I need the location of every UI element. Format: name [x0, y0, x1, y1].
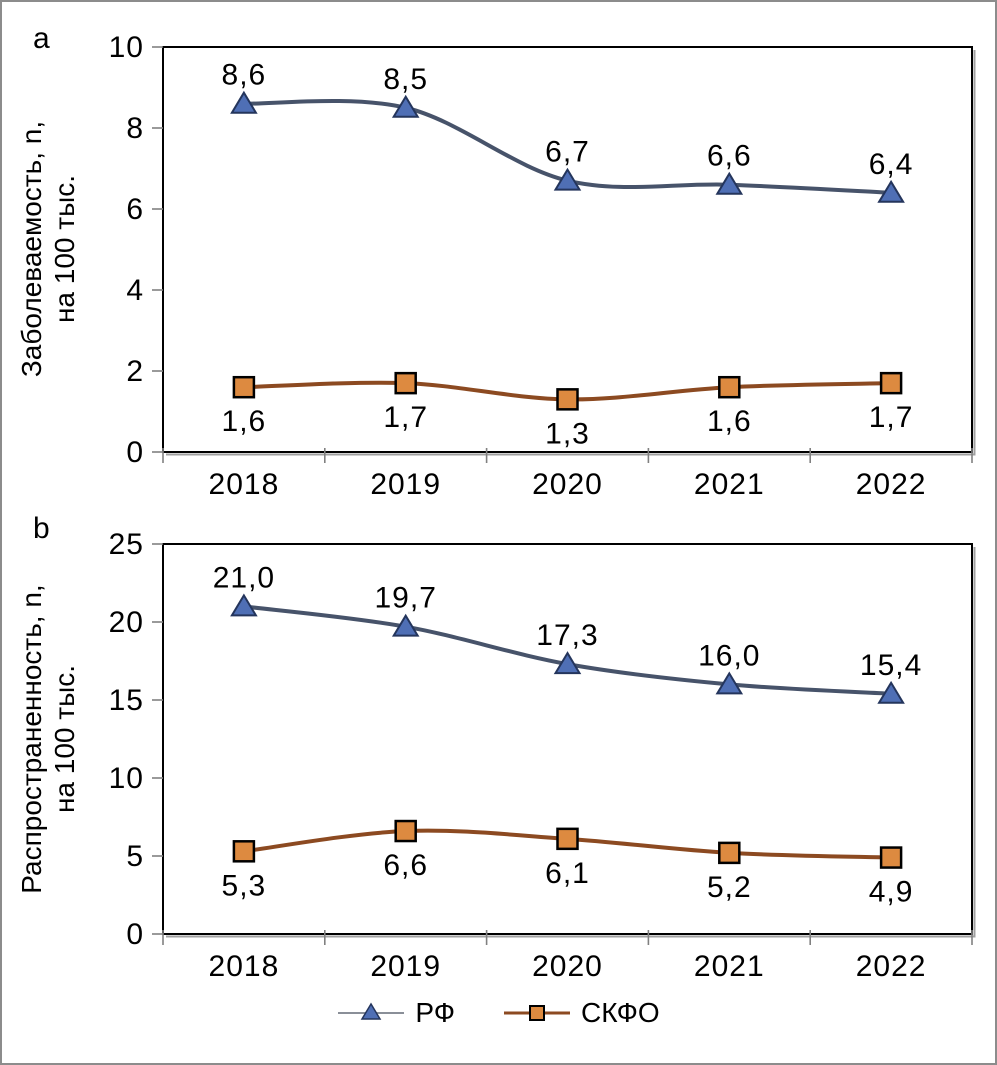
x-axis-tick-label: 2021 [694, 950, 765, 983]
data-label-РФ: 19,7 [375, 582, 437, 615]
marker-triangle-РФ [877, 179, 905, 203]
x-axis-tick-label: 2022 [856, 950, 927, 983]
marker-triangle-РФ [230, 90, 258, 114]
plot-area-border [162, 46, 973, 453]
legend-item-rf: РФ [337, 997, 455, 1029]
panel-b: 0 5 10 15 20 25 2018 2019 2020 2021 2022 21,0 19,7 17… [109, 528, 976, 983]
panel-a-y-axis-title-line2: на 100 тыс. [49, 174, 80, 324]
legend-square-icon [529, 1005, 545, 1021]
y-axis-tick-label: 2 [126, 355, 144, 388]
y-axis-tick-label: 15 [109, 684, 144, 717]
marker-square-СКФО [394, 819, 417, 843]
data-label-СКФО: 1,3 [545, 417, 590, 450]
data-label-РФ: 6,7 [545, 136, 590, 169]
x-axis-tick-label: 2019 [370, 468, 441, 501]
data-label-СКФО: 5,2 [707, 871, 752, 904]
y-axis-tick-label: 25 [109, 528, 144, 561]
legend-label-skfo: СКФО [581, 997, 660, 1028]
x-axis-tick-label: 2018 [209, 950, 280, 983]
x-axis-tick-label: 2022 [856, 468, 927, 501]
data-label-СКФО: 1,6 [707, 405, 752, 438]
data-label-РФ: 15,4 [860, 649, 922, 682]
marker-triangle-РФ [391, 613, 420, 637]
marker-triangle-РФ [715, 171, 744, 195]
skfo-series-marker-icon [504, 1005, 570, 1021]
axis-shadow [166, 50, 976, 456]
marker-square-СКФО [718, 841, 741, 865]
data-label-РФ: 8,6 [222, 59, 267, 92]
panel-a-y-axis-title: Заболеваемость, n, на 100 тыс. [15, 39, 85, 459]
data-label-РФ: 16,0 [698, 639, 760, 672]
panel-b-letter: b [33, 512, 50, 545]
data-label-СКФО: 1,7 [383, 401, 428, 434]
marker-square-СКФО [879, 371, 903, 395]
marker-square-СКФО [232, 840, 256, 863]
data-label-СКФО: 6,1 [545, 857, 590, 890]
marker-square-СКФО [232, 375, 256, 399]
y-axis-tick-label: 0 [126, 918, 144, 951]
panel-a-letter: a [33, 22, 50, 55]
rf-series-marker-icon [338, 1002, 405, 1020]
panel-a: 0 2 4 6 8 10 2018 2019 2020 2021 2022 8,6 8,5 6,7 6,6 6… [109, 31, 976, 501]
data-label-СКФО: 4,9 [869, 876, 914, 909]
x-axis-tick-label: 2018 [209, 468, 280, 501]
data-label-РФ: 6,4 [869, 148, 914, 181]
y-axis-tick-label: 10 [109, 762, 144, 795]
y-axis-tick-label: 4 [126, 274, 144, 307]
axis-shadow [166, 547, 976, 938]
marker-triangle-РФ [715, 671, 744, 695]
data-label-СКФО: 1,6 [222, 405, 267, 438]
marker-triangle-РФ [391, 94, 420, 118]
marker-triangle-РФ [877, 680, 905, 704]
x-axis-tick-label: 2020 [532, 950, 603, 983]
marker-square-СКФО [879, 846, 903, 869]
marker-triangle-РФ [553, 167, 582, 191]
data-label-РФ: 6,6 [707, 140, 752, 173]
marker-square-СКФО [718, 375, 741, 399]
chart-legend: РФ СКФО [2, 997, 995, 1029]
x-axis-tick-label: 2021 [694, 468, 765, 501]
y-axis-tick-label: 6 [126, 193, 144, 226]
legend-item-skfo: СКФО [503, 997, 660, 1029]
y-axis-tick-label: 20 [109, 606, 144, 639]
data-label-СКФО: 6,6 [383, 849, 428, 882]
data-label-СКФО: 1,7 [869, 401, 914, 434]
y-axis-tick-label: 0 [126, 436, 144, 469]
legend-triangle-icon [361, 1002, 382, 1020]
data-label-РФ: 21,0 [213, 561, 275, 594]
data-label-СКФО: 5,3 [222, 869, 267, 902]
x-axis-tick-label: 2020 [532, 468, 603, 501]
panel-a-y-axis-title-line1: Заболеваемость, n, [16, 120, 47, 378]
panel-b-y-axis-title-line1: Распространенность, n, [16, 584, 47, 894]
data-label-РФ: 17,3 [536, 619, 598, 652]
plot-area-border [162, 543, 973, 935]
marker-square-СКФО [556, 388, 579, 411]
y-axis-tick-label: 5 [126, 840, 144, 873]
marker-square-СКФО [394, 371, 417, 395]
panel-b-y-axis-title-line2: на 100 тыс. [49, 664, 80, 814]
marker-square-СКФО [556, 827, 579, 851]
y-axis-tick-label: 10 [109, 31, 144, 64]
marker-triangle-РФ [230, 593, 258, 617]
x-axis-tick-label: 2019 [370, 950, 441, 983]
marker-triangle-РФ [553, 651, 582, 675]
y-axis-tick-label: 8 [126, 112, 144, 145]
legend-label-rf: РФ [415, 997, 455, 1028]
data-label-РФ: 8,5 [383, 63, 428, 96]
panel-b-y-axis-title: Распространенность, n, на 100 тыс. [15, 529, 85, 949]
